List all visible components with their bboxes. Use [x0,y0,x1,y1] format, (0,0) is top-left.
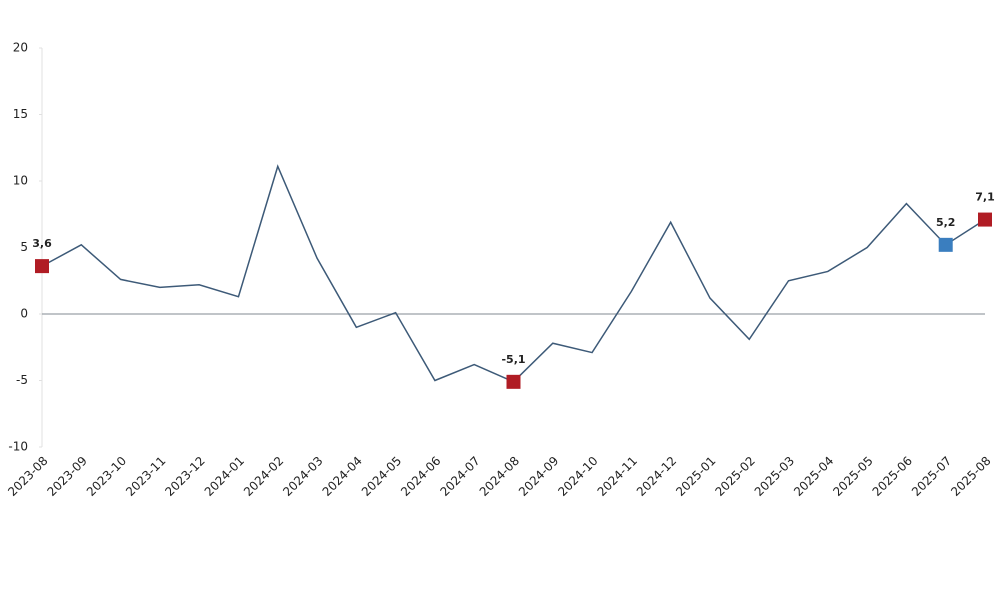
highlight-marker [506,374,521,389]
y-tick-label: 15 [13,107,28,121]
highlight-marker [938,237,953,252]
data-label: 3,6 [32,237,52,250]
data-label: 5,2 [936,216,956,229]
data-label: 7,1 [975,191,995,204]
data-label: -5,1 [501,353,525,366]
y-tick-label: -10 [8,440,28,454]
y-tick-label: -5 [16,373,28,387]
y-tick-label: 20 [13,41,28,55]
highlight-marker [978,212,992,227]
y-tick-label: 0 [20,307,28,321]
highlight-marker [35,259,49,274]
y-tick-label: 10 [13,174,28,188]
y-tick-label: 5 [20,240,28,254]
